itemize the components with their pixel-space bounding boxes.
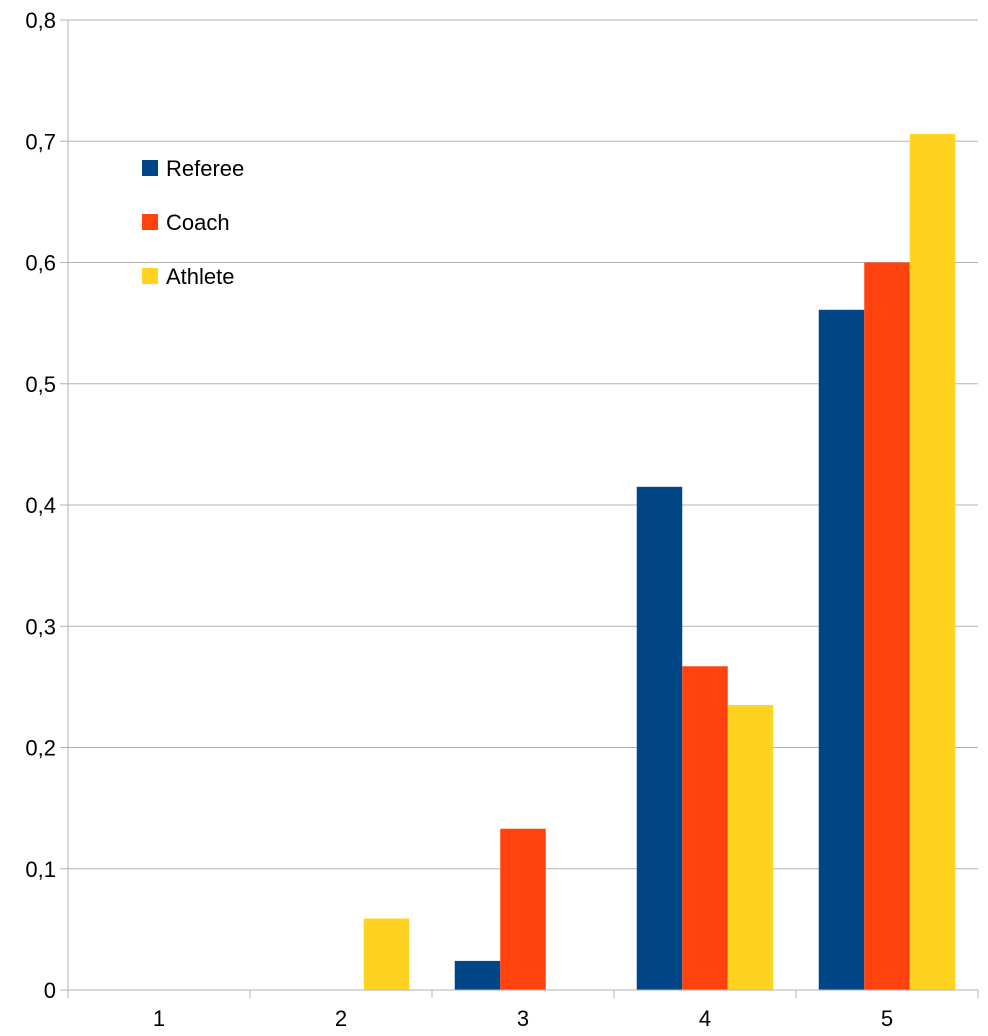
legend-swatch <box>142 160 158 176</box>
y-tick-label: 0,3 <box>25 614 56 639</box>
legend: Referee Coach Athlete <box>142 156 244 289</box>
x-tick-label: 1 <box>153 1006 165 1031</box>
bar <box>727 705 774 990</box>
legend-label: Referee <box>166 156 244 181</box>
legend-label: Athlete <box>166 264 235 289</box>
bar <box>363 918 410 990</box>
y-tick-label: 0,6 <box>25 251 56 276</box>
bar <box>864 262 910 990</box>
bar <box>636 486 683 990</box>
bar <box>909 133 956 991</box>
bars <box>363 133 956 991</box>
y-tick-label: 0,5 <box>25 372 56 397</box>
y-axis-tick-labels: 0 0,1 0,2 0,3 0,4 0,5 0,6 0,7 0,8 <box>25 8 56 1003</box>
y-tick-label: 0 <box>44 978 56 1003</box>
y-tick-label: 0,4 <box>25 493 56 518</box>
y-tick-label: 0,1 <box>25 857 56 882</box>
y-tick-label: 0,8 <box>25 8 56 33</box>
legend-swatch <box>142 268 158 284</box>
x-tick-label: 2 <box>335 1006 347 1031</box>
x-tick-label: 5 <box>881 1006 893 1031</box>
gridlines <box>68 19 978 870</box>
y-tick-label: 0,7 <box>25 129 56 154</box>
legend-swatch <box>142 214 158 230</box>
x-tick-label: 4 <box>699 1006 711 1031</box>
bar <box>454 960 501 990</box>
bar <box>818 309 865 991</box>
y-tick-label: 0,2 <box>25 736 56 761</box>
x-tick-label: 3 <box>517 1006 529 1031</box>
bar <box>682 666 728 990</box>
x-axis-tick-labels: 1 2 3 4 5 <box>153 1006 893 1031</box>
legend-label: Coach <box>166 210 230 235</box>
axes <box>60 19 979 998</box>
bar <box>500 828 546 990</box>
